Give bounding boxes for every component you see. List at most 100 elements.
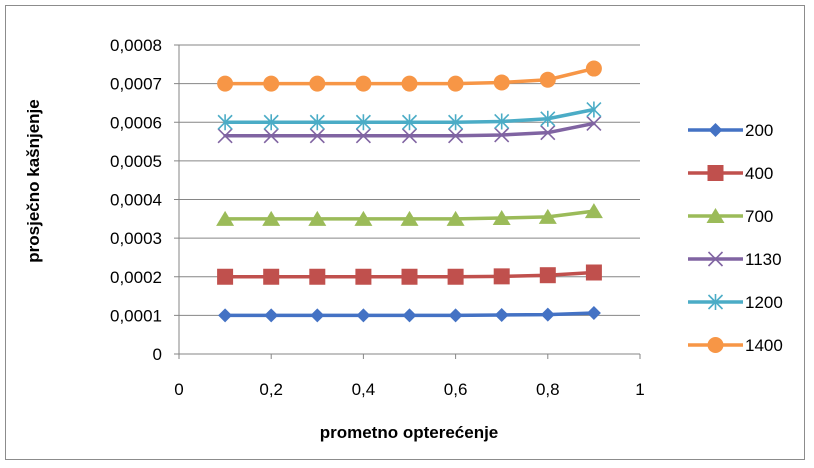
legend-label: 700 <box>745 207 773 226</box>
data-point <box>448 308 463 323</box>
legend-label: 1400 <box>745 336 783 355</box>
data-point <box>538 208 557 224</box>
x-tick-label: 0,2 <box>259 380 283 399</box>
data-point <box>308 210 327 226</box>
data-point <box>216 210 235 226</box>
data-point <box>310 308 325 323</box>
x-tick-label: 0,6 <box>444 380 468 399</box>
x-axis-title: prometno opterećenje <box>320 423 499 442</box>
series-700 <box>216 203 603 226</box>
data-point <box>263 114 279 131</box>
data-point <box>448 128 464 144</box>
legend-label: 400 <box>745 164 773 183</box>
legend-swatch-marker <box>707 294 724 310</box>
data-point <box>217 128 233 144</box>
data-point <box>355 75 372 92</box>
legend-label: 1130 <box>745 250 782 269</box>
data-point <box>585 264 602 281</box>
series-1200 <box>217 101 602 131</box>
legend-item-1200: 1200 <box>688 293 783 312</box>
data-point <box>447 268 464 285</box>
x-tick-label: 0,4 <box>352 380 376 399</box>
legend: 200 400 700 1130 1200 1400 <box>688 121 783 355</box>
data-point <box>494 307 509 322</box>
y-tick-label: 0,0008 <box>110 36 162 55</box>
y-tick-label: 0,0007 <box>110 75 162 94</box>
y-tick-label: 0,0005 <box>110 152 162 171</box>
data-point <box>540 110 556 127</box>
legend-item-700: 700 <box>688 207 773 226</box>
data-point <box>309 268 326 285</box>
series-200 <box>218 306 601 323</box>
y-axis-title: prosječno kašnjenje <box>24 99 43 262</box>
data-point <box>356 308 371 323</box>
data-point <box>355 114 371 131</box>
y-tick-labels: 0 0,0001 0,0002 0,0003 0,0004 0,0005 0,0006 0,0… <box>110 36 162 364</box>
y-tick-label: 0,0002 <box>110 268 162 287</box>
data-point <box>263 128 279 144</box>
y-tick-label: 0,0003 <box>110 229 162 248</box>
data-point <box>586 115 602 131</box>
data-point <box>493 268 510 285</box>
data-point <box>401 114 418 131</box>
line-chart: 0 0,0001 0,0002 0,0003 0,0004 0,0005 0,0006 0,0… <box>24 36 783 442</box>
data-point <box>401 268 418 285</box>
data-point <box>585 60 602 77</box>
data-point <box>262 210 281 226</box>
data-point <box>494 113 510 130</box>
data-point <box>446 210 465 226</box>
data-point <box>355 128 371 144</box>
data-point <box>539 71 556 88</box>
legend-swatch-marker <box>707 337 724 353</box>
data-point <box>218 308 233 323</box>
chart-frame: 0 0,0001 0,0002 0,0003 0,0004 0,0005 0,0006 0,0… <box>5 5 805 460</box>
data-point <box>263 75 280 92</box>
data-point <box>309 75 326 92</box>
legend-swatch-marker <box>706 208 725 223</box>
data-point <box>584 203 603 219</box>
data-point <box>448 114 464 131</box>
data-point <box>309 128 325 144</box>
data-point <box>586 306 601 321</box>
x-tick-label: 1 <box>635 380 644 399</box>
data-point <box>400 210 419 226</box>
y-tick-label: 0,0001 <box>110 306 162 325</box>
data-point <box>494 127 510 143</box>
data-point <box>586 101 602 118</box>
data-point <box>539 267 556 284</box>
axes <box>174 44 641 359</box>
data-point <box>217 75 234 92</box>
data-point <box>264 308 279 323</box>
data-point <box>493 74 510 91</box>
data-point <box>401 128 418 144</box>
data-point <box>447 75 464 92</box>
data-point <box>354 210 373 226</box>
series-400 <box>217 264 602 285</box>
legend-swatch-marker <box>707 165 724 181</box>
data-point <box>402 308 417 323</box>
series-1130 <box>217 115 602 144</box>
x-tick-labels: 0 0,2 0,4 0,6 0,8 1 <box>174 380 644 399</box>
data-point <box>401 75 418 92</box>
series-1400 <box>217 60 602 92</box>
data-point <box>540 125 556 141</box>
legend-item-1400: 1400 <box>688 336 783 355</box>
legend-swatch-marker <box>708 123 723 137</box>
data-point <box>355 268 372 285</box>
x-tick-label: 0 <box>174 380 183 399</box>
series-lines <box>216 60 603 323</box>
legend-item-400: 400 <box>688 164 773 183</box>
legend-label: 200 <box>745 121 773 140</box>
y-tick-label: 0,0004 <box>110 191 162 210</box>
data-point <box>217 114 233 131</box>
legend-label: 1200 <box>745 293 783 312</box>
data-point <box>309 114 325 131</box>
data-point <box>263 268 280 285</box>
legend-item-200: 200 <box>688 121 773 140</box>
data-point <box>217 268 234 285</box>
legend-swatch-marker <box>707 251 724 267</box>
data-point <box>492 210 511 226</box>
y-tick-label: 0,0006 <box>110 113 162 132</box>
legend-item-1130: 1130 <box>688 250 782 269</box>
x-tick-label: 0,8 <box>536 380 560 399</box>
